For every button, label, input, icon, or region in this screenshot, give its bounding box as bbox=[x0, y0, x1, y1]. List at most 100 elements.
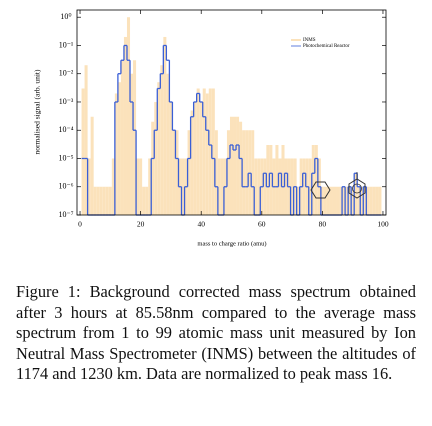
bar bbox=[154, 101, 158, 215]
bar bbox=[302, 158, 306, 215]
bar bbox=[133, 60, 137, 216]
bar bbox=[199, 101, 203, 215]
bar bbox=[181, 158, 185, 215]
bar bbox=[214, 130, 218, 215]
y-tick-label: 10⁻⁴ bbox=[58, 125, 73, 134]
bar bbox=[226, 130, 230, 215]
bar bbox=[351, 186, 355, 215]
y-tick-label: 10⁻⁷ bbox=[58, 210, 73, 219]
bar bbox=[126, 17, 131, 216]
bar bbox=[130, 73, 134, 215]
bar bbox=[123, 36, 127, 216]
molecule-icon bbox=[310, 181, 331, 199]
bar bbox=[239, 121, 243, 215]
bar bbox=[208, 88, 212, 215]
y-tick-label: 10⁻² bbox=[59, 69, 74, 78]
y-tick-label: 10⁻⁵ bbox=[58, 153, 73, 162]
bar bbox=[117, 82, 121, 215]
bar bbox=[339, 186, 343, 215]
bar bbox=[266, 145, 270, 215]
bar bbox=[269, 145, 273, 215]
bar bbox=[187, 130, 191, 215]
bar bbox=[136, 158, 140, 215]
x-axis-label: mass to charge ratio (amu) bbox=[197, 240, 266, 247]
bar bbox=[145, 186, 149, 215]
bar bbox=[342, 186, 346, 215]
bar bbox=[99, 186, 103, 215]
y-tick-label: 10⁰ bbox=[60, 12, 71, 21]
bar bbox=[96, 186, 100, 215]
bar bbox=[354, 173, 358, 215]
bar bbox=[275, 145, 279, 215]
bar bbox=[93, 186, 97, 215]
bar bbox=[326, 186, 330, 215]
bar bbox=[251, 130, 255, 215]
bar bbox=[102, 186, 106, 215]
legend-label: INMS bbox=[303, 38, 316, 43]
bar bbox=[369, 186, 373, 215]
chart: normalised signal (arb. unit) mass to ch… bbox=[33, 9, 389, 247]
bar bbox=[190, 110, 194, 215]
bar bbox=[336, 186, 340, 215]
bar bbox=[172, 130, 176, 215]
plot-area bbox=[81, 17, 382, 216]
bar bbox=[372, 186, 376, 215]
bar bbox=[139, 158, 143, 215]
bar bbox=[357, 186, 361, 215]
bar bbox=[175, 130, 179, 215]
bar bbox=[314, 145, 318, 215]
bar bbox=[320, 186, 324, 215]
bar bbox=[254, 158, 258, 215]
bar bbox=[111, 158, 115, 215]
bar bbox=[360, 186, 364, 215]
bar bbox=[290, 158, 294, 215]
bar bbox=[311, 145, 315, 215]
x-tick-label: 0 bbox=[78, 220, 82, 229]
bar bbox=[245, 130, 249, 215]
bar bbox=[163, 36, 167, 216]
bar bbox=[151, 121, 155, 215]
bar bbox=[217, 158, 221, 215]
bar bbox=[229, 116, 234, 215]
y-tick-label: 10⁻¹ bbox=[59, 40, 74, 49]
bar bbox=[323, 186, 327, 215]
bar bbox=[87, 158, 91, 215]
bar bbox=[84, 65, 88, 215]
x-tick-label: 80 bbox=[319, 220, 327, 229]
benzene-ring bbox=[352, 183, 362, 194]
bar bbox=[114, 93, 118, 215]
x-tick-label: 20 bbox=[137, 220, 145, 229]
x-tick-label: 40 bbox=[197, 220, 205, 229]
bar bbox=[202, 88, 206, 215]
bar bbox=[378, 186, 382, 215]
bar bbox=[157, 82, 161, 215]
bar bbox=[278, 158, 282, 215]
bar bbox=[242, 130, 246, 215]
bar bbox=[148, 158, 152, 215]
bar bbox=[120, 60, 124, 216]
bar bbox=[205, 93, 209, 215]
bar bbox=[363, 186, 367, 215]
bar bbox=[81, 88, 85, 215]
x-tick-label: 100 bbox=[377, 220, 389, 229]
bar bbox=[108, 186, 112, 215]
axes-frame bbox=[76, 9, 387, 216]
y-tick-label: 10⁻⁶ bbox=[58, 182, 73, 191]
bar bbox=[105, 186, 109, 215]
bar bbox=[160, 65, 164, 215]
bar bbox=[142, 186, 146, 215]
y-tick-label: 10⁻³ bbox=[59, 97, 74, 106]
bar bbox=[193, 101, 197, 215]
bar bbox=[166, 73, 170, 215]
bar bbox=[233, 116, 237, 215]
bar bbox=[345, 186, 349, 215]
bar bbox=[332, 186, 337, 215]
bar bbox=[211, 88, 215, 215]
bar bbox=[348, 186, 352, 215]
bar bbox=[366, 186, 370, 215]
bar bbox=[169, 101, 173, 215]
bar bbox=[220, 158, 224, 215]
bar bbox=[196, 88, 200, 215]
